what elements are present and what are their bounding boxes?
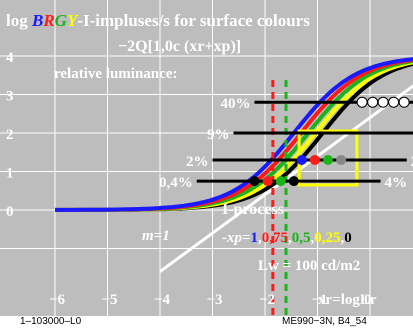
luminance-levels: 40%400%9%90%2%20%0,4%4% [159, 96, 413, 191]
level-marker [323, 154, 333, 165]
xp-label: -xp=1,0,75,0,5,0,25,0 [222, 230, 352, 246]
xp-label-value-1: 0,75 [262, 230, 288, 246]
x-tick-label: −3 [207, 292, 223, 308]
y-tick-label: 4 [6, 50, 14, 66]
level-marker [388, 96, 400, 108]
title-letter-3: Y [67, 11, 79, 30]
y-tick-label: 3 [6, 89, 14, 105]
footer-right: ME990−3N, B4_54 [282, 316, 367, 327]
footer-left: 1–103000–L0 [20, 316, 82, 327]
xp-label-value-2: 0,5 [292, 230, 311, 246]
chart-title: log BRGY-I-impluses/s for surface colour… [6, 11, 310, 30]
level-marker [262, 176, 273, 187]
lw-label: Lw = 100 cd/m2 [258, 258, 360, 274]
title-letter-0: B [31, 11, 43, 30]
x-tick-label: −1 [312, 292, 328, 308]
chart-subtitle: −2Q[1,0c (xr+xp)] [118, 38, 241, 55]
annotations: log BRGY-I-impluses/s for surface colour… [6, 11, 377, 308]
level-left-label: 40% [221, 96, 251, 112]
xp-label-value-3: 0,25 [314, 230, 340, 246]
level-marker [356, 96, 368, 108]
level-right-label: 4% [385, 175, 408, 191]
reference-line [159, 84, 413, 273]
level-marker [377, 96, 389, 108]
ref-line [159, 84, 413, 273]
x-tick-label: −4 [154, 292, 171, 308]
xp-label-value-4: 0 [344, 230, 352, 246]
title-letter-2: G [55, 11, 68, 30]
xp-label-value-0: 1 [251, 230, 259, 246]
x-tick-label: −6 [49, 292, 66, 308]
legend-title: relative luminance: [54, 66, 177, 82]
level-marker [309, 154, 320, 165]
level-marker [336, 154, 347, 165]
chart: 40%400%9%90%2%20%0,4%4% −6−5−4−3−2−10101… [0, 0, 413, 316]
x-tick-label: −2 [259, 292, 275, 308]
level-marker [249, 176, 260, 187]
level-marker [367, 96, 379, 108]
level-marker [296, 154, 307, 165]
process-label: I-process [222, 201, 284, 218]
xp-label-sep: , [258, 230, 262, 246]
vertical-lines [271, 80, 288, 316]
level-marker [398, 96, 410, 108]
y-tick-label: 0 [6, 204, 14, 220]
title-letter-1: R [42, 11, 54, 30]
level-left-label: 2% [186, 154, 209, 170]
xp-label-prefix: -xp= [222, 230, 251, 246]
tick-labels: −6 −5 −4 −3 −2 −1 0 1 0 1 2 3 4 [6, 50, 372, 308]
y-tick-label: 1 [6, 166, 14, 182]
level-left-label: 9% [207, 127, 230, 143]
level-marker [275, 176, 286, 187]
xp-label-sep: , [311, 230, 315, 246]
ref-line-label: m=1 [142, 228, 170, 244]
level-left-label: 0,4% [159, 175, 193, 191]
level-marker [288, 176, 299, 187]
x-tick-label: −5 [102, 292, 118, 308]
y-tick-label: 2 [6, 127, 14, 143]
x-axis-label: xr=logLr [318, 292, 377, 308]
x-tick-label: 0 [364, 292, 372, 308]
level-right-label: 20% [411, 154, 413, 170]
xp-label-sep: , [341, 230, 345, 246]
xp-label-sep: , [288, 230, 292, 246]
